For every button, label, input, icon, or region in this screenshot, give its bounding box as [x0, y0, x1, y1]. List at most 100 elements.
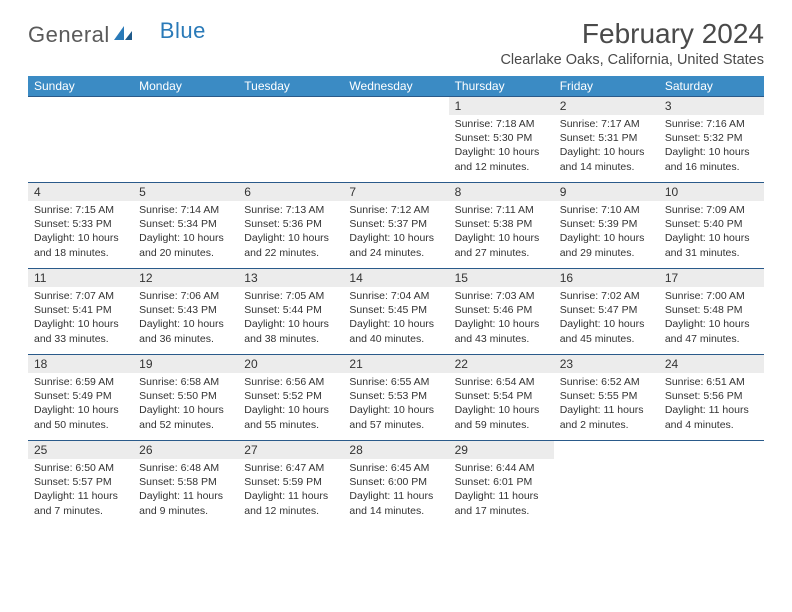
sunrise-text: Sunrise: 6:58 AM	[139, 375, 232, 389]
daylight-text: Daylight: 10 hours and 22 minutes.	[244, 231, 337, 259]
daylight-text: Daylight: 11 hours and 14 minutes.	[349, 489, 442, 517]
day-number: 14	[343, 269, 448, 287]
location-subtitle: Clearlake Oaks, California, United State…	[500, 52, 764, 68]
sunset-text: Sunset: 5:41 PM	[34, 303, 127, 317]
daylight-text: Daylight: 10 hours and 52 minutes.	[139, 403, 232, 431]
day-detail: Sunrise: 7:02 AMSunset: 5:47 PMDaylight:…	[554, 287, 659, 350]
day-number: 11	[28, 269, 133, 287]
day-detail: Sunrise: 6:50 AMSunset: 5:57 PMDaylight:…	[28, 459, 133, 522]
sunset-text: Sunset: 5:47 PM	[560, 303, 653, 317]
daylight-text: Daylight: 11 hours and 9 minutes.	[139, 489, 232, 517]
day-cell: 7Sunrise: 7:12 AMSunset: 5:37 PMDaylight…	[343, 183, 448, 269]
sunset-text: Sunset: 5:44 PM	[244, 303, 337, 317]
daylight-text: Daylight: 10 hours and 45 minutes.	[560, 317, 653, 345]
sunrise-text: Sunrise: 7:13 AM	[244, 203, 337, 217]
day-detail: Sunrise: 7:05 AMSunset: 5:44 PMDaylight:…	[238, 287, 343, 350]
week-row: 18Sunrise: 6:59 AMSunset: 5:49 PMDayligh…	[28, 355, 764, 441]
day-header-wednesday: Wednesday	[343, 76, 448, 97]
sunset-text: Sunset: 5:46 PM	[455, 303, 548, 317]
day-cell: 3Sunrise: 7:16 AMSunset: 5:32 PMDaylight…	[659, 97, 764, 183]
day-number: 29	[449, 441, 554, 459]
day-detail: Sunrise: 7:15 AMSunset: 5:33 PMDaylight:…	[28, 201, 133, 264]
day-number: 17	[659, 269, 764, 287]
day-number: 5	[133, 183, 238, 201]
day-number: 2	[554, 97, 659, 115]
sunrise-text: Sunrise: 6:59 AM	[34, 375, 127, 389]
day-detail: Sunrise: 7:03 AMSunset: 5:46 PMDaylight:…	[449, 287, 554, 350]
sunset-text: Sunset: 5:30 PM	[455, 131, 548, 145]
sunrise-text: Sunrise: 7:06 AM	[139, 289, 232, 303]
day-header-thursday: Thursday	[449, 76, 554, 97]
sunset-text: Sunset: 5:54 PM	[455, 389, 548, 403]
sunrise-text: Sunrise: 7:05 AM	[244, 289, 337, 303]
day-cell: 19Sunrise: 6:58 AMSunset: 5:50 PMDayligh…	[133, 355, 238, 441]
daylight-text: Daylight: 10 hours and 47 minutes.	[665, 317, 758, 345]
day-number: 13	[238, 269, 343, 287]
sunset-text: Sunset: 5:31 PM	[560, 131, 653, 145]
day-cell: 4Sunrise: 7:15 AMSunset: 5:33 PMDaylight…	[28, 183, 133, 269]
day-detail: Sunrise: 7:12 AMSunset: 5:37 PMDaylight:…	[343, 201, 448, 264]
day-header-row: SundayMondayTuesdayWednesdayThursdayFrid…	[28, 76, 764, 97]
sunset-text: Sunset: 5:53 PM	[349, 389, 442, 403]
sunrise-text: Sunrise: 7:12 AM	[349, 203, 442, 217]
sunrise-text: Sunrise: 7:09 AM	[665, 203, 758, 217]
day-header-monday: Monday	[133, 76, 238, 97]
daylight-text: Daylight: 11 hours and 17 minutes.	[455, 489, 548, 517]
day-number: 3	[659, 97, 764, 115]
day-number: 19	[133, 355, 238, 373]
day-number: 22	[449, 355, 554, 373]
day-detail: Sunrise: 7:18 AMSunset: 5:30 PMDaylight:…	[449, 115, 554, 178]
sunset-text: Sunset: 5:49 PM	[34, 389, 127, 403]
empty-day-cell	[133, 97, 238, 183]
day-detail: Sunrise: 6:47 AMSunset: 5:59 PMDaylight:…	[238, 459, 343, 522]
day-cell: 14Sunrise: 7:04 AMSunset: 5:45 PMDayligh…	[343, 269, 448, 355]
sunset-text: Sunset: 5:36 PM	[244, 217, 337, 231]
daylight-text: Daylight: 10 hours and 27 minutes.	[455, 231, 548, 259]
sunrise-text: Sunrise: 6:51 AM	[665, 375, 758, 389]
day-detail: Sunrise: 7:11 AMSunset: 5:38 PMDaylight:…	[449, 201, 554, 264]
day-header-sunday: Sunday	[28, 76, 133, 97]
day-detail: Sunrise: 7:07 AMSunset: 5:41 PMDaylight:…	[28, 287, 133, 350]
day-number: 1	[449, 97, 554, 115]
day-detail: Sunrise: 7:00 AMSunset: 5:48 PMDaylight:…	[659, 287, 764, 350]
empty-day-cell	[554, 441, 659, 527]
title-block: February 2024 Clearlake Oaks, California…	[500, 18, 764, 68]
week-row: 11Sunrise: 7:07 AMSunset: 5:41 PMDayligh…	[28, 269, 764, 355]
sunrise-text: Sunrise: 6:48 AM	[139, 461, 232, 475]
daylight-text: Daylight: 11 hours and 4 minutes.	[665, 403, 758, 431]
daylight-text: Daylight: 11 hours and 2 minutes.	[560, 403, 653, 431]
sunrise-text: Sunrise: 7:10 AM	[560, 203, 653, 217]
day-detail: Sunrise: 6:54 AMSunset: 5:54 PMDaylight:…	[449, 373, 554, 436]
day-cell: 6Sunrise: 7:13 AMSunset: 5:36 PMDaylight…	[238, 183, 343, 269]
calendar-table: SundayMondayTuesdayWednesdayThursdayFrid…	[28, 76, 764, 527]
day-cell: 22Sunrise: 6:54 AMSunset: 5:54 PMDayligh…	[449, 355, 554, 441]
day-cell: 20Sunrise: 6:56 AMSunset: 5:52 PMDayligh…	[238, 355, 343, 441]
daylight-text: Daylight: 10 hours and 24 minutes.	[349, 231, 442, 259]
day-detail: Sunrise: 7:04 AMSunset: 5:45 PMDaylight:…	[343, 287, 448, 350]
daylight-text: Daylight: 10 hours and 14 minutes.	[560, 145, 653, 173]
day-cell: 16Sunrise: 7:02 AMSunset: 5:47 PMDayligh…	[554, 269, 659, 355]
day-detail: Sunrise: 6:45 AMSunset: 6:00 PMDaylight:…	[343, 459, 448, 522]
sunset-text: Sunset: 5:45 PM	[349, 303, 442, 317]
sunrise-text: Sunrise: 7:17 AM	[560, 117, 653, 131]
sunset-text: Sunset: 5:58 PM	[139, 475, 232, 489]
day-number: 26	[133, 441, 238, 459]
sunset-text: Sunset: 6:00 PM	[349, 475, 442, 489]
day-number: 23	[554, 355, 659, 373]
day-cell: 17Sunrise: 7:00 AMSunset: 5:48 PMDayligh…	[659, 269, 764, 355]
day-number: 7	[343, 183, 448, 201]
sunrise-text: Sunrise: 6:47 AM	[244, 461, 337, 475]
week-row: 25Sunrise: 6:50 AMSunset: 5:57 PMDayligh…	[28, 441, 764, 527]
day-number: 15	[449, 269, 554, 287]
daylight-text: Daylight: 10 hours and 20 minutes.	[139, 231, 232, 259]
day-cell: 12Sunrise: 7:06 AMSunset: 5:43 PMDayligh…	[133, 269, 238, 355]
empty-day-cell	[28, 97, 133, 183]
day-cell: 21Sunrise: 6:55 AMSunset: 5:53 PMDayligh…	[343, 355, 448, 441]
sunrise-text: Sunrise: 7:14 AM	[139, 203, 232, 217]
sunrise-text: Sunrise: 6:54 AM	[455, 375, 548, 389]
sunset-text: Sunset: 5:39 PM	[560, 217, 653, 231]
day-number: 9	[554, 183, 659, 201]
daylight-text: Daylight: 11 hours and 12 minutes.	[244, 489, 337, 517]
day-detail: Sunrise: 6:52 AMSunset: 5:55 PMDaylight:…	[554, 373, 659, 436]
daylight-text: Daylight: 10 hours and 16 minutes.	[665, 145, 758, 173]
